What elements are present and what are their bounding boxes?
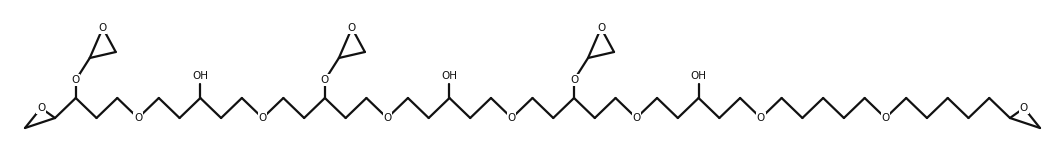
Text: O: O (881, 113, 890, 123)
Text: O: O (99, 23, 106, 33)
Text: O: O (632, 113, 641, 123)
Text: O: O (570, 75, 578, 85)
Text: O: O (320, 75, 329, 85)
Text: OH: OH (193, 71, 209, 81)
Text: O: O (348, 23, 356, 33)
Text: OH: OH (691, 71, 706, 81)
Text: O: O (1020, 103, 1028, 113)
Text: O: O (134, 113, 143, 123)
Text: O: O (508, 113, 516, 123)
Text: O: O (383, 113, 392, 123)
Text: O: O (597, 23, 605, 33)
Text: O: O (757, 113, 765, 123)
Text: O: O (259, 113, 267, 123)
Text: O: O (37, 103, 45, 113)
Text: OH: OH (442, 71, 458, 81)
Text: O: O (71, 75, 80, 85)
